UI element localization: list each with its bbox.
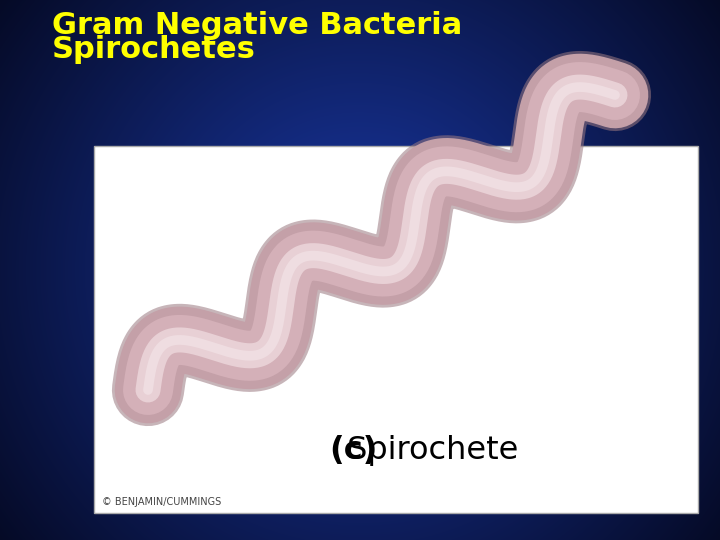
Text: Gram Negative Bacteria: Gram Negative Bacteria	[52, 10, 462, 39]
Text: Spirochete: Spirochete	[338, 435, 519, 466]
Text: (c): (c)	[329, 435, 377, 466]
Text: © BENJAMIN/CUMMINGS: © BENJAMIN/CUMMINGS	[102, 497, 221, 507]
Bar	[94, 146, 698, 513]
Text: Spirochetes: Spirochetes	[52, 36, 256, 64]
